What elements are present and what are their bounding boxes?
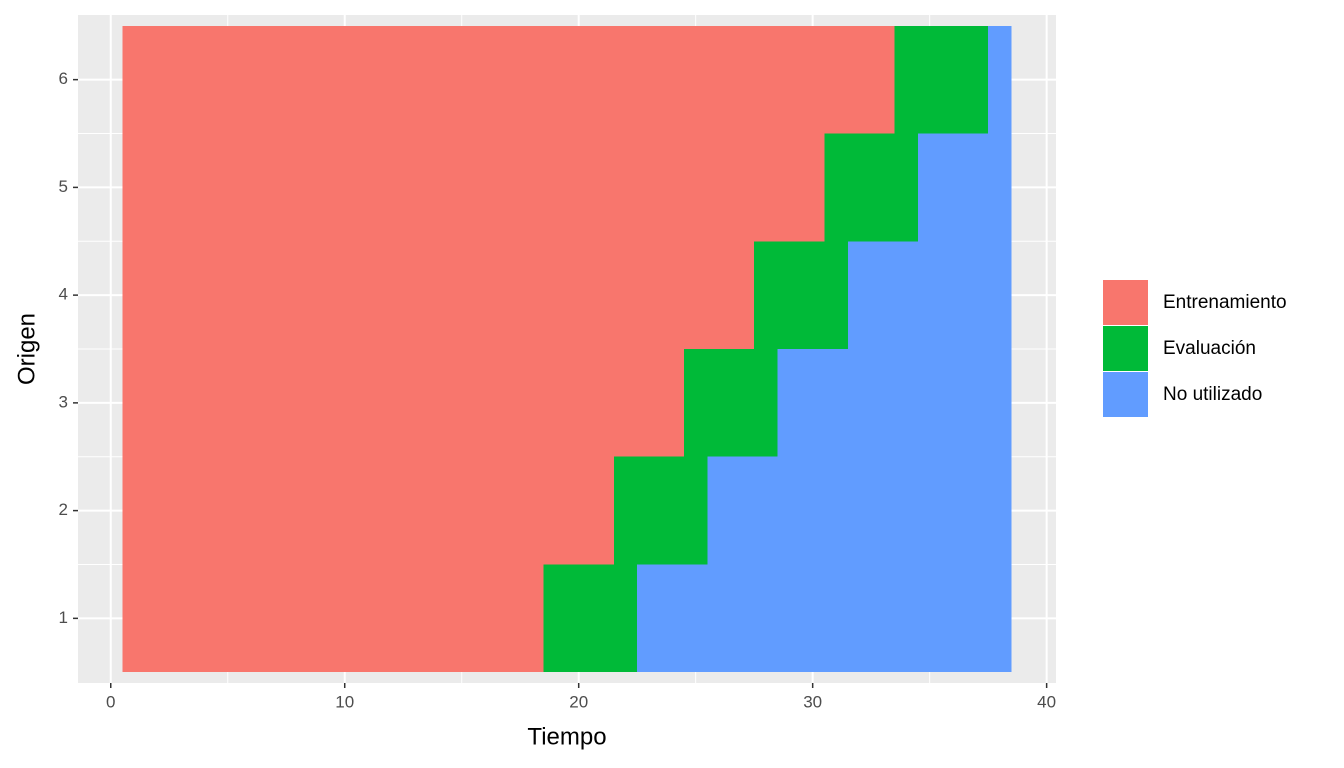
- y-tick-label: 4: [59, 285, 68, 304]
- tile: [543, 564, 638, 673]
- x-tick-label: 40: [1037, 692, 1056, 711]
- tile: [754, 241, 848, 349]
- x-tick-label: 30: [803, 692, 822, 711]
- tile: [613, 456, 708, 565]
- legend-label: No utilizado: [1163, 384, 1262, 405]
- y-tick-label: 1: [59, 608, 68, 627]
- y-tick-label: 3: [59, 392, 68, 411]
- y-tick-label: 2: [59, 500, 68, 519]
- x-tick-label: 10: [335, 692, 354, 711]
- tile: [847, 241, 1012, 349]
- x-tick-label: 0: [106, 692, 115, 711]
- x-tick-label: 20: [569, 692, 588, 711]
- legend-key: [1103, 280, 1148, 325]
- y-tick-label: 6: [59, 69, 68, 88]
- tile: [122, 564, 544, 673]
- tile: [917, 133, 1012, 242]
- legend-key: [1103, 326, 1148, 371]
- legend-label: Evaluación: [1163, 338, 1256, 359]
- tile: [683, 349, 778, 457]
- tile: [122, 456, 614, 565]
- tile: [122, 133, 825, 242]
- tile: [988, 25, 1012, 134]
- y-tick-label: 5: [59, 177, 68, 196]
- y-axis-title: Origen: [13, 313, 40, 385]
- tile: [122, 241, 755, 349]
- legend-label: Entrenamiento: [1163, 292, 1287, 313]
- tile: [122, 25, 895, 134]
- tile: [637, 564, 1012, 673]
- legend-key: [1103, 372, 1148, 417]
- tile: [122, 349, 684, 457]
- x-axis-title: Tiempo: [527, 723, 606, 750]
- tile: [894, 25, 989, 134]
- tile: [707, 456, 1012, 565]
- tile: [777, 349, 1012, 457]
- tile: [824, 133, 918, 242]
